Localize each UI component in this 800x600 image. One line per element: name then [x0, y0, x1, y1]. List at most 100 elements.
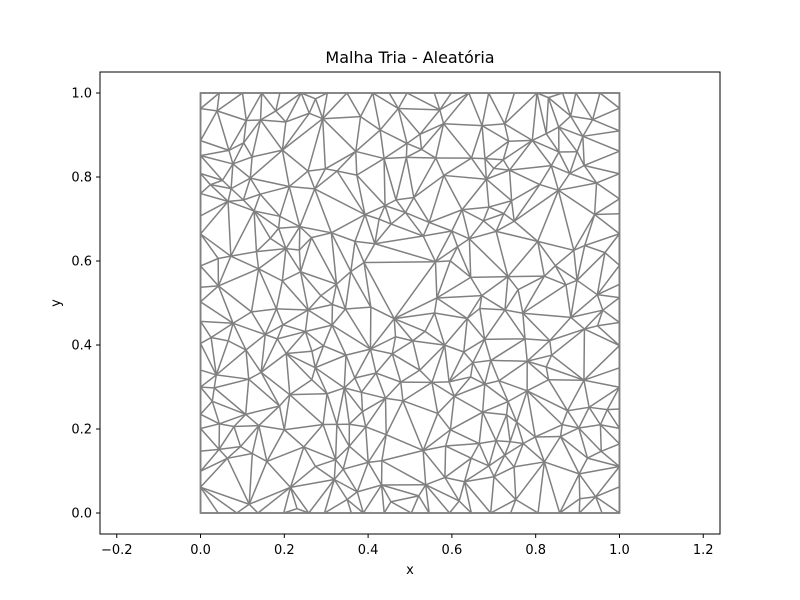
mesh-edge — [257, 268, 278, 310]
mesh-edge — [545, 366, 550, 380]
mesh-edge — [369, 348, 377, 374]
mesh-edge — [450, 411, 484, 431]
mesh-edge — [307, 118, 324, 172]
mesh-edge — [346, 499, 353, 514]
mesh-edge — [481, 125, 486, 159]
mesh-edge — [336, 150, 357, 172]
mesh-edge — [404, 212, 424, 237]
mesh-edge — [569, 151, 578, 174]
mesh-edge — [384, 199, 397, 207]
mesh-edge — [488, 465, 495, 478]
mesh-edge — [245, 349, 262, 373]
mesh-edge — [397, 108, 421, 135]
mesh-edge — [481, 384, 486, 413]
mesh-edge — [466, 307, 481, 320]
mesh-edge — [199, 233, 219, 259]
mesh-edge — [200, 301, 234, 324]
mesh-edge — [370, 348, 393, 355]
mesh-edge — [314, 367, 328, 395]
mesh-edge — [576, 136, 584, 152]
mesh-edge — [348, 426, 367, 447]
mesh-edge — [283, 429, 305, 448]
mesh-edge — [502, 141, 510, 160]
mesh-edge — [428, 175, 445, 223]
mesh-edge — [485, 179, 490, 208]
mesh-edge — [509, 164, 552, 171]
mesh-edge — [437, 412, 451, 431]
mesh-edge — [510, 440, 524, 445]
mesh-edge — [526, 360, 550, 381]
mesh-edge — [300, 92, 316, 100]
mesh-edge — [323, 479, 336, 514]
mesh-edge — [444, 446, 447, 478]
mesh-edge — [393, 318, 414, 342]
mesh-edge — [449, 396, 456, 430]
mesh-edge — [422, 445, 446, 452]
mesh-edge — [578, 406, 590, 429]
mesh-edge — [508, 139, 533, 171]
mesh-edge — [314, 170, 338, 190]
mesh-edge — [369, 318, 395, 350]
y-tick-label: 0.2 — [71, 423, 92, 438]
mesh-edge — [363, 243, 376, 263]
mesh-edge — [471, 157, 486, 160]
mesh-edge — [576, 279, 598, 296]
mesh-edge — [479, 295, 483, 309]
mesh-edge — [384, 156, 407, 160]
mesh-edge — [424, 312, 436, 332]
mesh-edge — [558, 115, 572, 128]
y-tick-label: 0.6 — [71, 255, 92, 270]
mesh-edge — [578, 457, 589, 475]
mesh-edge — [597, 283, 620, 296]
mesh-edge — [232, 142, 245, 165]
mesh-edge — [513, 220, 539, 242]
mesh-edge — [431, 381, 455, 397]
mesh-edge — [381, 434, 387, 461]
mesh-edge — [488, 454, 506, 467]
mesh-edge — [281, 118, 324, 151]
mesh-edge — [545, 366, 585, 381]
mesh-edge — [599, 409, 608, 426]
mesh-edge — [560, 427, 580, 438]
mesh-edge — [549, 340, 553, 356]
mesh-edge — [322, 424, 337, 460]
mesh-edge — [289, 486, 310, 514]
mesh-edge — [215, 349, 247, 376]
x-tick-label: −0.2 — [101, 543, 133, 558]
mesh-edge — [560, 435, 588, 459]
mesh-edge — [199, 320, 212, 338]
mesh-edge — [554, 265, 578, 281]
mesh-edge — [333, 479, 348, 500]
mesh-edge — [451, 230, 470, 240]
mesh-edge — [258, 248, 287, 270]
mesh-edge — [537, 461, 546, 514]
mesh-edge — [279, 215, 301, 228]
mesh-edge — [360, 116, 381, 131]
mesh-edge — [404, 197, 415, 213]
mesh-edge — [513, 184, 541, 222]
mesh-edge — [437, 395, 455, 414]
mesh-edge — [356, 174, 386, 207]
mesh-edge — [594, 213, 620, 235]
mesh-edge — [536, 92, 547, 134]
mesh-edge — [505, 414, 511, 442]
mesh-edge — [557, 173, 571, 191]
mesh-edge — [200, 154, 234, 165]
mesh-edge — [453, 395, 484, 413]
mesh-edge — [304, 331, 313, 352]
mesh-edge — [370, 336, 396, 350]
mesh-edge — [343, 387, 351, 425]
mesh-edge — [498, 380, 509, 402]
mesh-edge — [463, 481, 492, 514]
mesh-edge — [277, 330, 306, 340]
mesh-edge — [314, 188, 366, 216]
mesh-edge — [264, 308, 278, 335]
mesh-edge — [488, 440, 497, 467]
mesh-edge — [336, 271, 352, 285]
mesh-edge — [390, 212, 406, 225]
mesh-edge — [510, 200, 515, 222]
mesh-edge — [217, 255, 232, 287]
mesh-edge — [218, 448, 228, 459]
mesh-edge — [584, 328, 620, 347]
